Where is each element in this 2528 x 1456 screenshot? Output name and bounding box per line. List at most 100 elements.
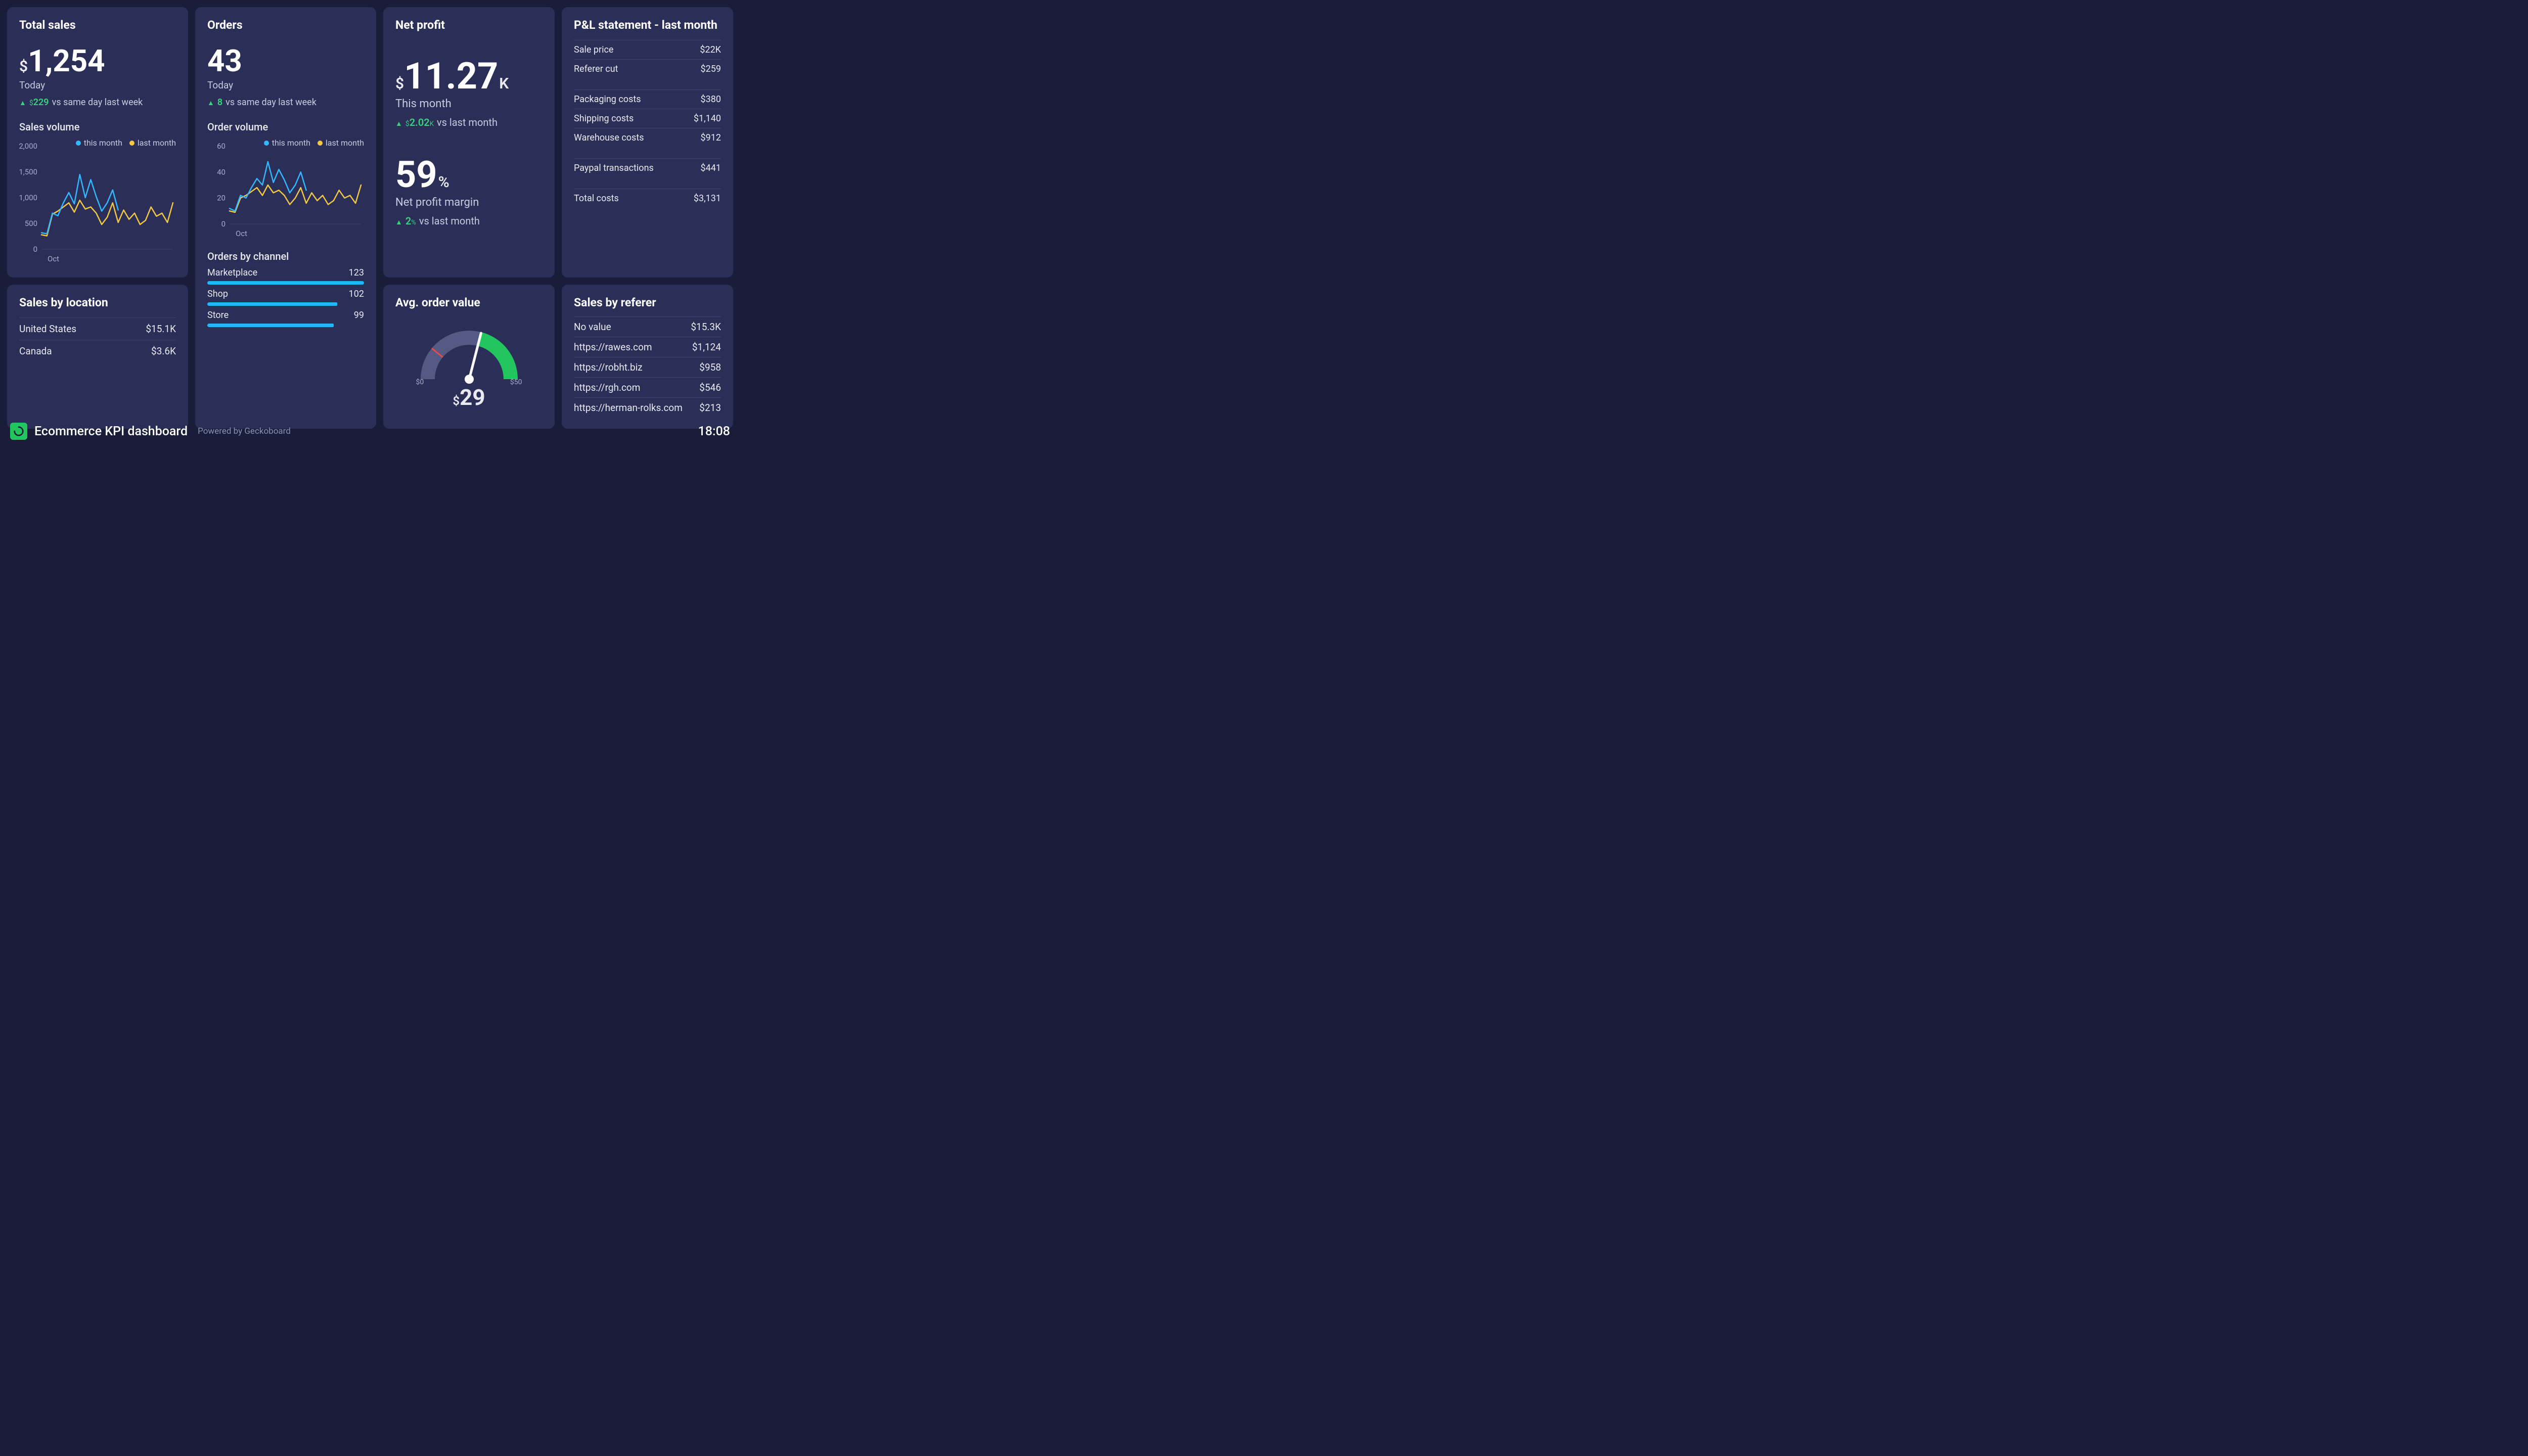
line-chart-svg: 0204060Oct: [207, 138, 364, 239]
delta-text: vs same day last week: [225, 97, 317, 108]
pl-row: Packaging costs $380: [574, 89, 721, 109]
card-net-profit: Net profit $ 11.27 K This month ▲ $2.02K…: [383, 7, 555, 278]
delta-row: ▲ 8 vs same day last week: [207, 97, 364, 108]
card-orders: Orders 43 Today ▲ 8 vs same day last wee…: [195, 7, 376, 429]
referer-row: https://robht.biz$958: [574, 357, 721, 377]
pl-row: Paypal transactions$441: [574, 158, 721, 177]
pl-value: $22K: [700, 44, 721, 55]
currency-prefix: $: [19, 58, 28, 75]
referer-row: https://herman-rolks.com $213: [574, 397, 721, 418]
channel-value: 99: [354, 310, 364, 321]
suffix: %: [438, 173, 449, 191]
delta-text: vs last month: [419, 215, 480, 227]
card-pl-statement: P&L statement - last month Sale price$22…: [562, 7, 733, 278]
pl-value: $259: [701, 64, 721, 74]
channel-label: Store: [207, 310, 229, 321]
legend-dot-icon: [318, 141, 323, 146]
gauge-max-label: $50: [510, 378, 522, 386]
order-volume-chart: this month last month 0204060Oct: [207, 138, 364, 241]
sublabel: Today: [207, 79, 364, 91]
referer-label: No value: [574, 321, 611, 333]
dashboard-title: Ecommerce KPI dashboard: [34, 424, 188, 439]
currency-prefix: $: [453, 394, 460, 408]
svg-text:2,000: 2,000: [19, 142, 37, 151]
net-profit-margin-value: 59 %: [395, 157, 543, 193]
card-sales-by-referer: Sales by referer No value$15.3Khttps://r…: [562, 285, 733, 429]
chart-title: Sales volume: [19, 121, 176, 133]
channel-bar-row: Marketplace123: [207, 267, 364, 285]
svg-text:1,500: 1,500: [19, 167, 37, 176]
svg-text:40: 40: [217, 167, 225, 176]
pl-rows: Sale price$22KReferer cut$259 Packaging c…: [574, 40, 721, 208]
referer-label: https://herman-rolks.com: [574, 402, 683, 414]
chart-title: Order volume: [207, 121, 364, 133]
card-sales-by-location: Sales by location United States $15.1K Can…: [7, 285, 188, 429]
channel-label: Shop: [207, 289, 228, 299]
value: 43: [207, 46, 242, 76]
referer-row: https://rawes.com $1,124: [574, 337, 721, 357]
clock: 18:08: [698, 424, 730, 439]
channel-value: 123: [349, 267, 364, 278]
powered-by-label: Powered by Geckoboard: [198, 426, 291, 436]
delta-row: ▲ 2% vs last month: [395, 215, 543, 227]
delta-text: vs last month: [437, 116, 498, 128]
avg-order-value: 29: [460, 384, 485, 411]
pl-value: $380: [701, 94, 721, 105]
pl-row: Sale price$22K: [574, 40, 721, 59]
card-title: P&L statement - last month: [574, 18, 721, 32]
referer-rows: No value$15.3Khttps://rawes.com$1,124htt…: [574, 316, 721, 418]
pl-row: Warehouse costs$912: [574, 128, 721, 147]
referer-value: $213: [699, 402, 721, 414]
sales-volume-chart: this month last month 05001,0001,5002,00…: [19, 138, 176, 266]
location-row: United States $15.1K: [19, 317, 176, 340]
chart-legend: this month last month: [76, 138, 176, 148]
svg-text:60: 60: [217, 142, 225, 151]
pl-label: Shipping costs: [574, 113, 634, 124]
location-value: $3.6K: [151, 345, 176, 357]
referer-label: https://rgh.com: [574, 382, 640, 393]
pl-label: Packaging costs: [574, 94, 641, 105]
card-title: Sales by location: [19, 296, 176, 309]
geckoboard-logo-icon: [10, 423, 27, 440]
orders-by-channel-bars: Marketplace123 Shop102 Store 99: [207, 267, 364, 327]
location-value: $15.1K: [146, 323, 176, 335]
card-avg-order-value: Avg. order value $0 $50 $ 29: [383, 285, 555, 429]
legend-dot-icon: [76, 141, 81, 146]
referer-label: https://rawes.com: [574, 341, 652, 353]
pl-row: Referer cut$259: [574, 59, 721, 78]
line-chart-svg: 05001,0001,5002,000Oct: [19, 138, 176, 264]
delta-row: ▲ $229 vs same day last week: [19, 97, 176, 108]
up-triangle-icon: ▲: [207, 99, 214, 107]
pl-row: Total costs$3,131: [574, 189, 721, 208]
referer-value: $958: [699, 361, 721, 373]
card-title: Net profit: [395, 18, 543, 32]
delta-text: vs same day last week: [52, 97, 143, 108]
value: 1,254: [28, 46, 105, 76]
svg-text:0: 0: [221, 219, 225, 229]
legend-dot-icon: [129, 141, 134, 146]
dashboard-grid: Total sales $ 1,254 Today ▲ $229 vs same…: [0, 0, 740, 416]
sublabel: Today: [19, 79, 176, 91]
card-title: Orders: [207, 18, 364, 32]
referer-row: https://rgh.com$546: [574, 377, 721, 397]
svg-text:0: 0: [33, 245, 37, 254]
location-row: Canada $3.6K: [19, 340, 176, 362]
pl-row: Shipping costs $1,140: [574, 109, 721, 128]
pl-label: Paypal transactions: [574, 163, 654, 173]
location-label: United States: [19, 323, 76, 335]
svg-text:500: 500: [25, 219, 37, 228]
pl-value: $1,140: [694, 113, 721, 124]
pl-label: Total costs: [574, 193, 619, 204]
location-label: Canada: [19, 345, 52, 357]
referer-row: No value $15.3K: [574, 316, 721, 337]
channels-title: Orders by channel: [207, 250, 364, 262]
card-total-sales: Total sales $ 1,254 Today ▲ $229 vs same…: [7, 7, 188, 278]
referer-value: $1,124: [692, 341, 721, 353]
gauge-min-label: $0: [416, 378, 424, 386]
channel-bar-row: Shop102: [207, 289, 364, 306]
net-profit-value: $ 11.27 K: [395, 58, 543, 95]
margin-label: Net profit margin: [395, 196, 543, 209]
referer-value: $15.3K: [691, 321, 721, 333]
svg-text:20: 20: [217, 194, 225, 203]
card-title: Total sales: [19, 18, 176, 32]
